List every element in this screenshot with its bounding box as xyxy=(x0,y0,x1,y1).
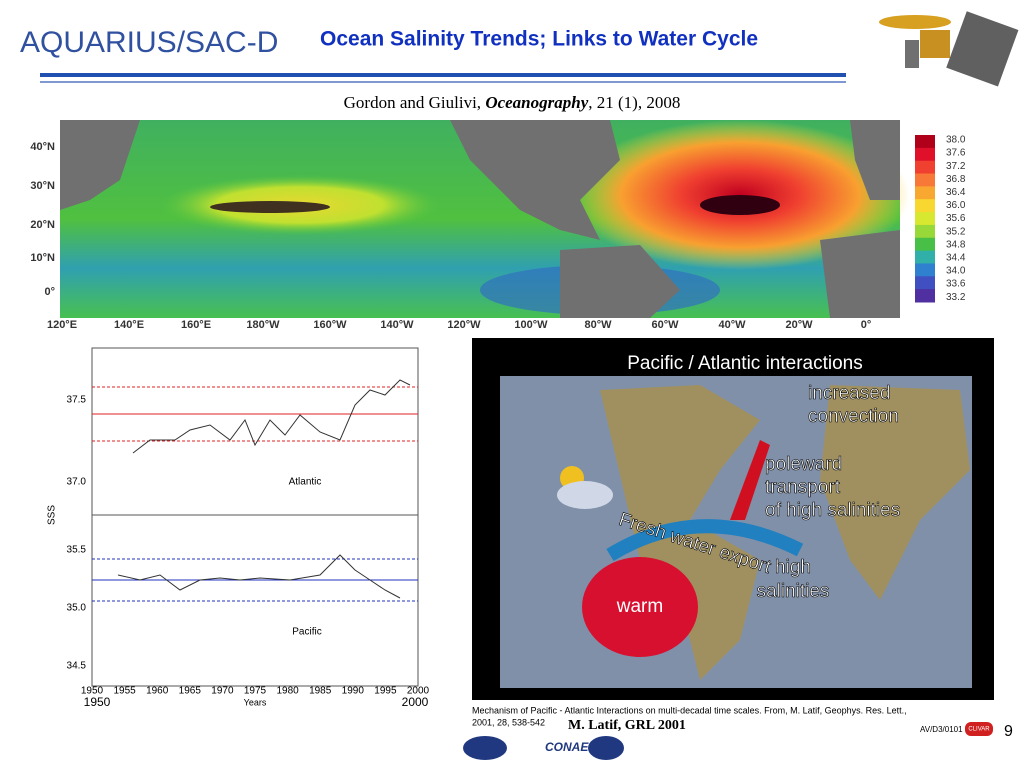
x-tick-label: 1970 xyxy=(211,686,234,697)
title: Ocean Salinity Trends; Links to Water Cy… xyxy=(320,28,758,51)
colorbar-label: 36.8 xyxy=(946,174,966,185)
lon-label: 180°W xyxy=(246,319,280,331)
colorbar-label: 34.0 xyxy=(946,266,966,277)
panel-label: Pacific xyxy=(292,627,321,638)
colorbar-swatch xyxy=(915,199,935,213)
caption: 2001, 28, 538-542 xyxy=(472,717,545,727)
x-tick-label: 1985 xyxy=(309,686,332,697)
conae: CONAE xyxy=(545,740,589,754)
y-tick-label: 37.0 xyxy=(67,477,87,488)
label-transport: of high salinities xyxy=(765,500,900,521)
lat-label: 0° xyxy=(44,286,55,298)
code: AV/D3/0101 xyxy=(920,725,963,734)
x-tick-label: 1995 xyxy=(374,686,397,697)
x-tick-label: 1955 xyxy=(113,686,136,697)
colorbar-swatch xyxy=(915,224,935,239)
colorbar-swatch xyxy=(915,160,935,175)
label-convection: convection xyxy=(808,406,899,427)
y-tick-label: 35.5 xyxy=(67,545,87,556)
rule xyxy=(40,81,846,83)
colorbar-label: 36.0 xyxy=(946,200,966,211)
colorbar-swatch xyxy=(915,263,935,277)
badge-bg xyxy=(965,722,993,736)
lon-label: 40°W xyxy=(718,319,746,331)
end-year: 2000 xyxy=(402,695,429,709)
page-number: 9 xyxy=(1004,723,1013,740)
lon-label: 80°W xyxy=(584,319,612,331)
label-warm: warm xyxy=(616,596,663,617)
lon-label: 100°W xyxy=(514,319,548,331)
lat-label: 20°N xyxy=(30,219,55,231)
colorbar-swatch xyxy=(915,186,935,200)
x-tick-label: 1960 xyxy=(146,686,169,697)
label-convection: increased xyxy=(808,383,890,404)
x-tick-label: 2000 xyxy=(407,686,430,697)
x-tick-label: 1975 xyxy=(244,686,267,697)
colorbar-swatch xyxy=(915,173,935,187)
lat-label: 40°N xyxy=(30,141,55,153)
colorbar-label: 38.0 xyxy=(946,135,966,146)
colorbar-label: 34.4 xyxy=(946,253,966,264)
lon-label: 140°W xyxy=(380,319,414,331)
y-axis-label: SSS xyxy=(47,505,58,525)
x-tick-label: 1965 xyxy=(179,686,202,697)
colorbar-label: 35.6 xyxy=(946,213,966,224)
x-tick-label: 1950 xyxy=(81,686,104,697)
label-transport: poleward xyxy=(765,454,842,475)
colorbar-label: 34.8 xyxy=(946,239,966,250)
colorbar-swatch xyxy=(915,212,935,226)
label-high: salinities xyxy=(757,581,830,602)
colorbar-label: 33.2 xyxy=(946,292,966,303)
colorbar-label: 33.6 xyxy=(946,279,966,290)
colorbar-label: 35.2 xyxy=(946,226,966,237)
logo: AQUARIUS/SAC-D xyxy=(20,26,278,59)
x-tick-label: 1980 xyxy=(276,686,299,697)
lat-label: 10°N xyxy=(30,252,55,264)
x-axis-label: Years xyxy=(244,697,267,707)
lon-label: 160°E xyxy=(181,319,211,331)
x-tick-label: 1990 xyxy=(342,686,365,697)
colorbar-swatch xyxy=(915,237,935,252)
sss-plot xyxy=(91,347,419,687)
figure-title: Pacific / Atlantic interactions xyxy=(627,353,863,374)
colorbar-swatch xyxy=(915,289,935,303)
badge: CLIVAR xyxy=(968,727,990,733)
lon-label: 120°E xyxy=(47,319,77,331)
y-tick-label: 35.0 xyxy=(67,603,87,614)
colorbar-swatch xyxy=(915,276,935,290)
satellite xyxy=(879,11,1019,87)
lon-label: 60°W xyxy=(651,319,679,331)
colorbar-label: 37.6 xyxy=(946,148,966,159)
citation-rest: , 21 (1), 2008 xyxy=(588,93,680,112)
label-high: high xyxy=(775,557,811,578)
colorbar-label: 37.2 xyxy=(946,161,966,172)
colorbar-swatch xyxy=(915,250,935,264)
journal: Oceanography xyxy=(485,93,588,112)
colorbar-label: 36.4 xyxy=(946,187,966,198)
rule xyxy=(40,73,846,77)
lon-label: 120°W xyxy=(447,319,481,331)
start-year: 1950 xyxy=(84,695,111,709)
lat-label: 30°N xyxy=(30,180,55,192)
colorbar-swatch xyxy=(915,147,935,162)
lon-label: 140°E xyxy=(114,319,144,331)
latif-figure xyxy=(472,338,994,700)
y-tick-label: 37.5 xyxy=(67,395,87,406)
citation: Gordon and Giulivi, Oceanography, 21 (1)… xyxy=(344,93,681,112)
lon-label: 160°W xyxy=(313,319,347,331)
authors: Gordon and Giulivi, xyxy=(344,93,486,112)
caption: Mechanism of Pacific - Atlantic Interact… xyxy=(472,705,907,715)
colorbar-swatch xyxy=(915,135,935,149)
panel-label: Atlantic xyxy=(289,477,322,488)
lon-label: 20°W xyxy=(785,319,813,331)
salinity-map xyxy=(60,120,910,318)
label-transport: transport xyxy=(765,477,841,498)
footer-logos xyxy=(463,736,624,760)
lon-label: 0° xyxy=(861,319,872,331)
reference: M. Latif, GRL 2001 xyxy=(568,718,686,733)
y-tick-label: 34.5 xyxy=(67,661,87,672)
